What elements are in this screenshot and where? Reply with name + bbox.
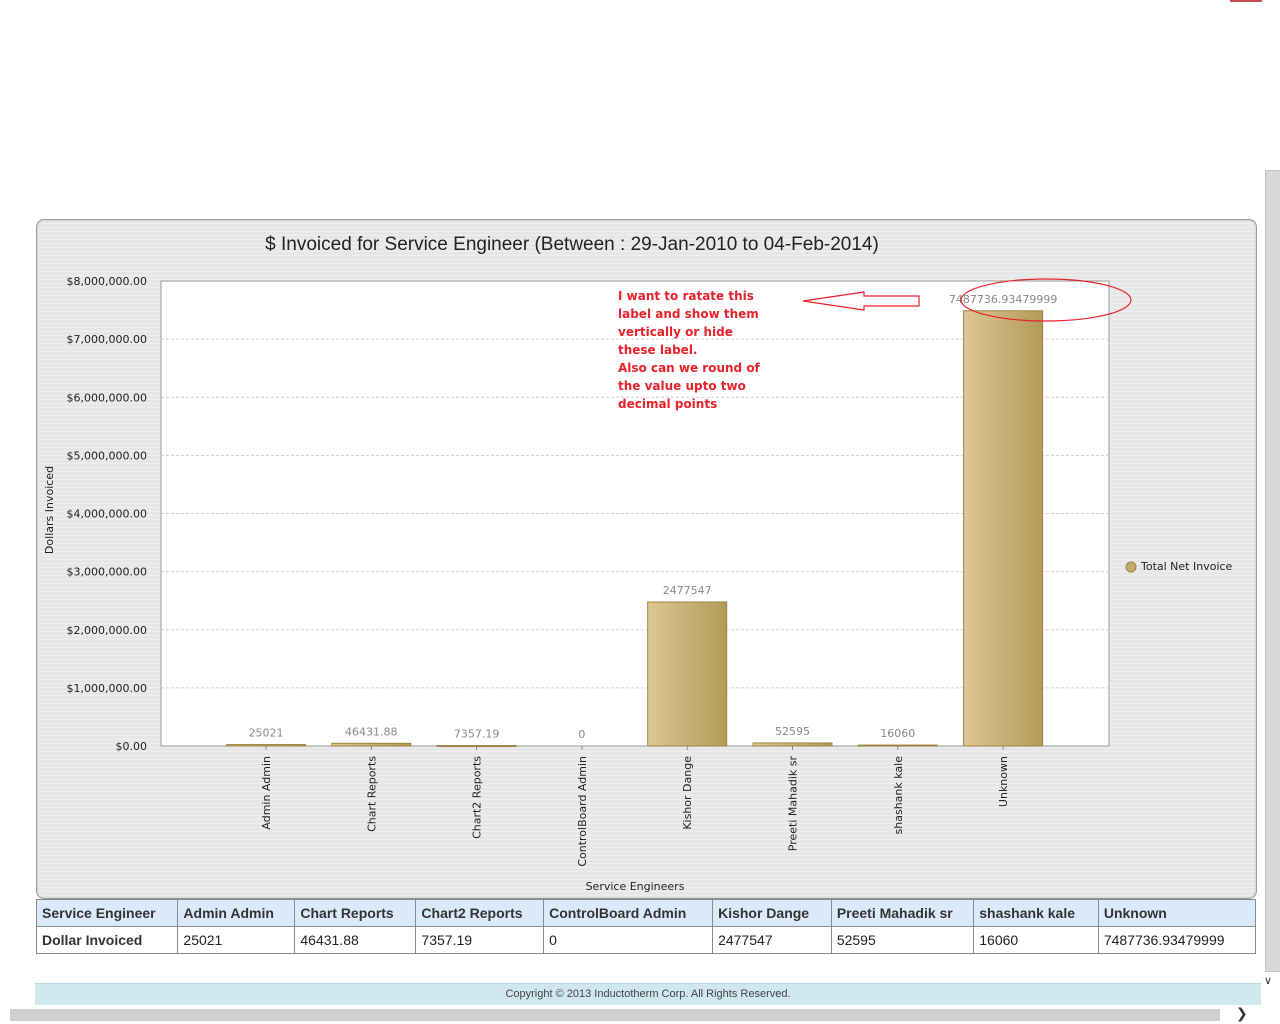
data-label: 16060 [880,727,915,740]
data-table: Service Engineer Admin Admin Chart Reports… [35,899,1257,954]
annotation-line: these label. [618,343,698,357]
scroll-down-arrow[interactable]: ∨ [1264,974,1273,987]
table-cell: 52595 [830,926,975,954]
x-axis-title: Service Engineers [586,880,685,893]
bar [226,744,306,747]
data-label: 46431.88 [345,725,398,738]
data-label: 2477547 [663,584,712,597]
table-row: Dollar Invoiced 25021 46431.88 7357.19 0 2477… [35,926,1257,954]
top-accent-bar [1230,0,1262,2]
annotation-line: label and show them [618,307,759,321]
y-tick-label: $1,000,000.00 [67,682,147,695]
table-cell: 0 [543,926,714,954]
data-label: 7487736.93479999 [949,293,1057,306]
annotation-line: Also can we round of [618,361,761,375]
table-cell: 2477547 [712,926,832,954]
table-header-cell: Unknown [1097,899,1257,927]
y-tick-label: $5,000,000.00 [67,449,147,462]
data-label: 0 [578,728,585,741]
bar [331,742,412,747]
table-cell: 7357.19 [415,926,545,954]
chart-title: $ Invoiced for Service Engineer (Between… [265,234,879,255]
table-cell: 16060 [973,926,1099,954]
bar [752,742,833,747]
table-header-cell: Chart Reports [294,899,417,927]
data-label: 7357.19 [454,728,500,741]
y-tick-label: $8,000,000.00 [67,275,147,288]
legend: Total Net Invoice [1125,560,1233,573]
x-tick-label: Chart2 Reports [471,756,484,839]
x-tick-label: ControlBoard Admin [576,756,589,867]
vertical-scroll-thumb[interactable] [1265,170,1280,972]
table-header-cell: Admin Admin [177,899,296,927]
table-row-label: Dollar Invoiced [35,926,179,954]
x-tick-label: Chart Reports [365,756,378,832]
horizontal-scroll-thumb[interactable] [10,1009,1220,1021]
x-tick-label: Preeti Mahadik sr [787,756,800,852]
y-tick-label: $2,000,000.00 [67,624,147,637]
bar [857,744,938,747]
annotation-text: I want to ratate this label and show them… [618,289,761,411]
annotation-line: I want to ratate this [618,289,754,303]
bar-chart: $0.00 $1,000,000.00 $2,000,000.00 $3,000,00… [43,234,1233,893]
table-header-row: Service Engineer Admin Admin Chart Reports… [35,899,1257,927]
x-tick-label: Kishor Dange [681,756,694,830]
data-label: 52595 [775,725,810,738]
x-tick-label: Unknown [997,756,1010,807]
chart-panel: $0.00 $1,000,000.00 $2,000,000.00 $3,000,00… [36,219,1257,899]
y-tick-label: $4,000,000.00 [67,508,147,521]
annotation-ellipse [960,278,1132,322]
bar [963,310,1044,747]
legend-label: Total Net Invoice [1140,560,1233,573]
data-label: 25021 [249,727,284,740]
y-tick-label: $7,000,000.00 [67,333,147,346]
bar [647,601,728,747]
y-axis-title: Dollars Invoiced [43,466,56,554]
horizontal-scrollbar[interactable]: ❯ [0,1006,1262,1024]
table-cell: 25021 [177,926,296,954]
table-header-cell: Chart2 Reports [415,899,545,927]
x-tick-label: Admin Admin [260,756,273,830]
footer: Copyright © 2013 Inductotherm Corp. All … [35,983,1261,1005]
table-cell: 46431.88 [294,926,417,954]
table-header-cell: Preeti Mahadik sr [830,899,975,927]
annotation-line: vertically or hide [618,325,733,339]
table-header-cell: ControlBoard Admin [543,899,714,927]
annotation-arrow [802,291,920,311]
scroll-right-arrow[interactable]: ❯ [1236,1006,1248,1022]
annotation: I want to ratate this label and show them… [618,278,1132,411]
y-tick-label: $6,000,000.00 [67,391,147,404]
vertical-scrollbar[interactable]: ∨ [1262,0,1280,1006]
legend-marker [1125,561,1137,573]
x-tick-label: shashank kale [892,756,905,835]
table-cell: 7487736.93479999 [1097,926,1257,954]
copyright-text: Copyright © 2013 Inductotherm Corp. All … [505,988,791,1000]
table-header-cell: Kishor Dange [712,899,832,927]
annotation-line: decimal points [618,397,717,411]
annotation-line: the value upto two [618,379,746,393]
y-tick-label: $0.00 [116,740,148,753]
table-header-cell: shashank kale [973,899,1099,927]
y-tick-label: $3,000,000.00 [67,566,147,579]
table-header-label: Service Engineer [35,899,179,927]
